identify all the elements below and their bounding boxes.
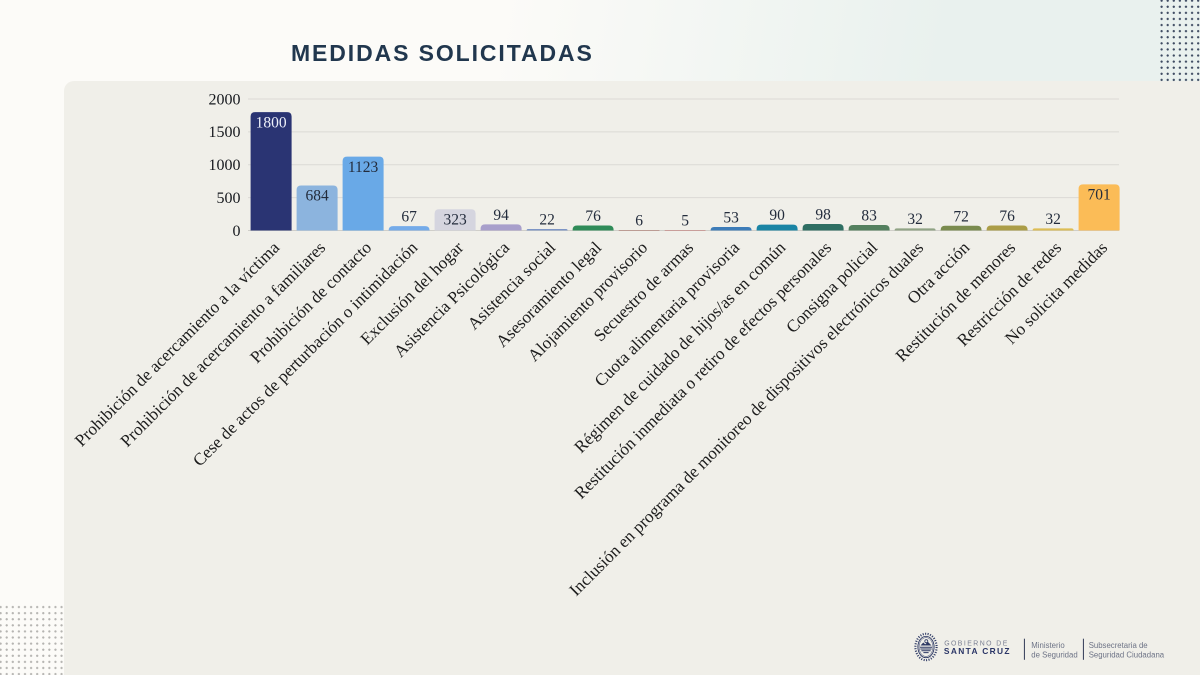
svg-text:1123: 1123 <box>348 159 379 176</box>
svg-text:684: 684 <box>305 188 329 205</box>
svg-text:76: 76 <box>585 208 601 225</box>
svg-text:83: 83 <box>861 208 877 225</box>
svg-text:94: 94 <box>493 207 509 224</box>
svg-text:GOBIERNO DE: GOBIERNO DE <box>944 641 1009 648</box>
svg-text:1800: 1800 <box>256 114 287 131</box>
svg-text:Seguridad Ciudadana: Seguridad Ciudadana <box>1089 651 1165 660</box>
svg-text:32: 32 <box>907 211 923 228</box>
svg-text:323: 323 <box>443 212 467 229</box>
svg-text:72: 72 <box>953 208 969 225</box>
svg-text:SANTA CRUZ: SANTA CRUZ <box>944 646 1011 656</box>
svg-text:500: 500 <box>217 190 241 207</box>
svg-text:67: 67 <box>401 209 417 226</box>
svg-text:Subsecretaria de: Subsecretaria de <box>1089 641 1148 650</box>
svg-text:5: 5 <box>681 213 689 230</box>
svg-text:22: 22 <box>539 212 555 229</box>
svg-text:0: 0 <box>233 223 241 240</box>
svg-text:701: 701 <box>1087 187 1110 204</box>
svg-text:Prohibición de acercamiento a: Prohibición de acercamiento a familiares <box>117 238 330 451</box>
svg-text:1500: 1500 <box>209 124 241 141</box>
svg-text:de Seguridad: de Seguridad <box>1031 651 1077 660</box>
svg-text:2000: 2000 <box>209 91 241 108</box>
svg-text:6: 6 <box>635 213 643 230</box>
svg-text:1000: 1000 <box>209 157 241 174</box>
svg-text:98: 98 <box>815 207 831 224</box>
svg-text:90: 90 <box>769 207 785 224</box>
svg-text:76: 76 <box>999 208 1015 225</box>
svg-text:Ministerio: Ministerio <box>1031 641 1065 650</box>
svg-text:Régimen de cuidado de hijos/as: Régimen de cuidado de hijos/as en común <box>571 238 790 457</box>
svg-text:32: 32 <box>1045 211 1061 228</box>
svg-text:53: 53 <box>723 210 739 227</box>
